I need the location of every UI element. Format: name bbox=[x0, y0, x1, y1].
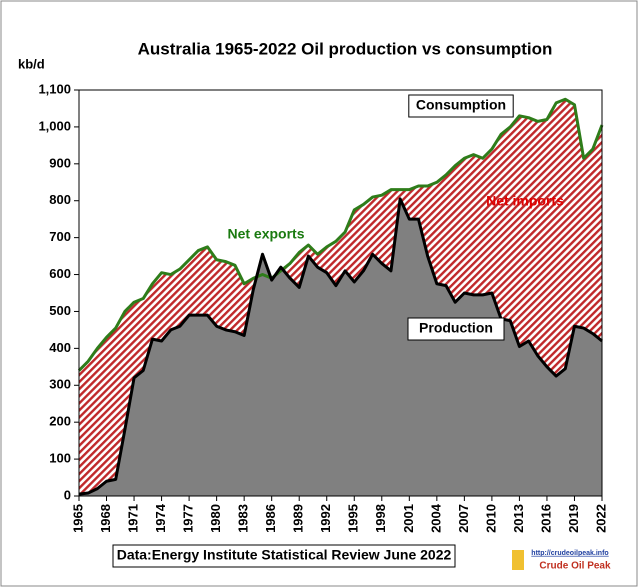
y-tick-label: 600 bbox=[49, 266, 71, 281]
x-tick-label: 2022 bbox=[593, 504, 608, 533]
y-tick-label: 0 bbox=[64, 487, 71, 502]
line bbox=[78, 197, 603, 496]
x-tick-label: 1992 bbox=[318, 504, 333, 533]
y-tick-label: 1,000 bbox=[38, 118, 71, 133]
area bbox=[79, 198, 602, 496]
y-axis-label: kb/d bbox=[18, 56, 45, 71]
x-tick-label: 1983 bbox=[236, 504, 251, 533]
x-tick-label: 2016 bbox=[538, 504, 553, 533]
x-tick-label: 1965 bbox=[70, 504, 85, 533]
y-tick-label: 100 bbox=[49, 451, 71, 466]
y-tick-label: 1,100 bbox=[38, 81, 71, 96]
x-tick-label: 1968 bbox=[98, 504, 113, 533]
y-tick-label: 900 bbox=[49, 155, 71, 170]
logo-icon bbox=[512, 550, 524, 570]
x-tick-label: 1974 bbox=[153, 503, 168, 533]
y-tick-label: 200 bbox=[49, 414, 71, 429]
x-tick-label: 1980 bbox=[208, 504, 223, 533]
x-tick-label: 2019 bbox=[566, 504, 581, 533]
logo-url: http://crudeoilpeak.info bbox=[531, 550, 608, 557]
y-tick-label: 800 bbox=[49, 192, 71, 207]
chart-title: Australia 1965-2022 Oil production vs co… bbox=[138, 39, 553, 58]
y-tick-label: 700 bbox=[49, 229, 71, 244]
y-tick-label: 300 bbox=[49, 377, 71, 392]
logo-name: Crude Oil Peak bbox=[539, 561, 611, 572]
annotation: Consumption bbox=[416, 97, 506, 113]
annotation: Production bbox=[419, 320, 493, 336]
x-tick-label: 2010 bbox=[483, 504, 498, 533]
x-tick-label: 2013 bbox=[511, 504, 526, 533]
x-tick-label: 1977 bbox=[181, 504, 196, 533]
y-tick-label: 500 bbox=[49, 303, 71, 318]
x-tick-label: 2007 bbox=[456, 504, 471, 533]
annotation: Net exports bbox=[227, 226, 304, 242]
x-tick-label: 1971 bbox=[125, 504, 140, 533]
annotation: Net imports bbox=[486, 193, 564, 209]
x-tick-label: 1986 bbox=[263, 504, 278, 533]
annotation-box bbox=[408, 94, 514, 118]
source: Data:Energy Institute Statistical Review… bbox=[117, 547, 452, 563]
x-tick-label: 1998 bbox=[373, 504, 388, 533]
annotation-box bbox=[407, 317, 505, 341]
x-tick-label: 2001 bbox=[401, 504, 416, 533]
source-box bbox=[112, 544, 456, 568]
y-tick-label: 400 bbox=[49, 340, 71, 355]
x-tick-label: 2004 bbox=[428, 503, 443, 533]
x-tick-label: 1989 bbox=[291, 504, 306, 533]
x-tick-label: 1995 bbox=[346, 504, 361, 533]
line bbox=[77, 97, 604, 372]
plot-frame bbox=[78, 89, 603, 497]
